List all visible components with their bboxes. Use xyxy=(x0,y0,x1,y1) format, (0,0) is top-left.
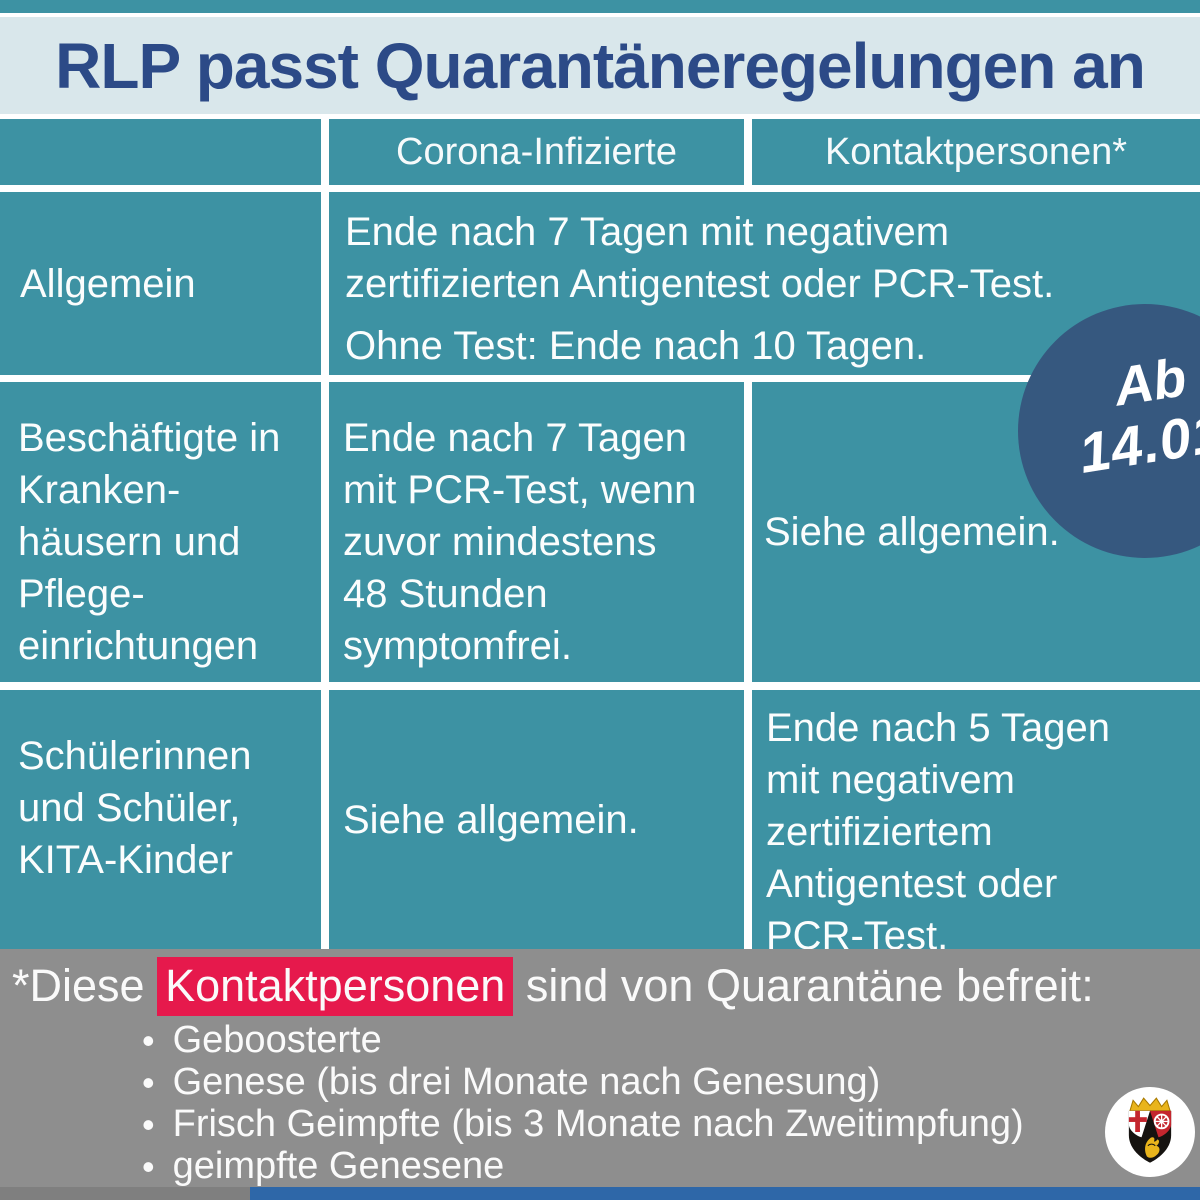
list-item: • Frisch Geimpfte (bis 3 Monate nach Zwe… xyxy=(142,1103,1200,1146)
table-header-empty xyxy=(0,119,321,185)
contact-persons-highlight: Kontaktpersonen xyxy=(157,957,514,1016)
list-item-text: Frisch Geimpfte (bis 3 Monate nach Zweit… xyxy=(172,1103,1024,1145)
rlp-logo xyxy=(1105,1087,1195,1177)
rlp-coat-of-arms-icon xyxy=(1128,1097,1172,1163)
column-header-label: Corona-Infizierte xyxy=(396,130,677,173)
bullet-icon: • xyxy=(142,1019,155,1061)
rule-with-test: Ende nach 7 Tagen mit negativem zertifiz… xyxy=(345,210,1055,306)
row-label: Beschäftigte in Kranken- häusern und Pfl… xyxy=(18,416,281,668)
rule-without-test: Ohne Test: Ende nach 10 Tagen. xyxy=(345,324,927,368)
row-label: Schülerinnen und Schüler, KITA-Kinder xyxy=(18,734,252,882)
page-title: RLP passt Quarantäneregelungen an xyxy=(55,29,1146,102)
list-item-text: geimpfte Genesene xyxy=(172,1145,505,1187)
footnote-suffix: sind von Quarantäne befreit: xyxy=(513,960,1094,1011)
footnote-prefix: *Diese xyxy=(12,960,158,1011)
rule-text: Ende nach 5 Tagen mit negativem zertifiz… xyxy=(766,706,1111,958)
footnote-section: *Diese Kontaktpersonen sind von Quarantä… xyxy=(0,949,1200,1200)
list-item: • geimpfte Genesene xyxy=(142,1145,1200,1188)
row-general-label-cell: Allgemein xyxy=(0,192,321,375)
table-header-corona-infizierte: Corona-Infizierte xyxy=(329,119,744,185)
rule-text: Siehe allgemein. xyxy=(343,797,639,842)
top-accent-bar xyxy=(0,0,1200,13)
row-students-infected-cell: Siehe allgemein. xyxy=(329,690,744,949)
column-header-label: Kontaktpersonen* xyxy=(824,130,1128,173)
row-healthcare-infected-cell: Ende nach 7 Tagen mit PCR-Test, wenn zuv… xyxy=(329,382,744,682)
footnote-heading: *Diese Kontaktpersonen sind von Quarantä… xyxy=(12,957,1200,1016)
row-general-rule-cell: Ende nach 7 Tagen mit negativem zertifiz… xyxy=(329,192,1200,375)
bullet-icon: • xyxy=(142,1145,155,1187)
rule-text: Siehe allgemein. xyxy=(764,510,1060,554)
bottom-blue-strip xyxy=(250,1187,1200,1200)
list-item: • Geboosterte xyxy=(142,1019,1200,1062)
bullet-icon: • xyxy=(142,1103,155,1145)
row-students-contacts-cell: Ende nach 5 Tagen mit negativem zertifiz… xyxy=(752,690,1200,958)
list-item-text: Geboosterte xyxy=(172,1019,382,1061)
table-header-kontaktpersonen: Kontaktpersonen* xyxy=(752,119,1200,185)
rule-text: Ende nach 7 Tagen mit PCR-Test, wenn zuv… xyxy=(343,416,697,668)
list-item: • Genese (bis drei Monate nach Genesung) xyxy=(142,1061,1200,1104)
effective-date-text: Ab 14.01. xyxy=(1032,337,1200,490)
bullet-icon: • xyxy=(142,1061,155,1103)
row-healthcare-label-cell: Beschäftigte in Kranken- häusern und Pfl… xyxy=(0,382,321,682)
row-students-label-cell: Schülerinnen und Schüler, KITA-Kinder xyxy=(0,690,321,949)
title-band: RLP passt Quarantäneregelungen an xyxy=(0,17,1200,114)
row-label: Allgemein xyxy=(20,261,196,306)
list-item-text: Genese (bis drei Monate nach Genesung) xyxy=(172,1061,881,1103)
exemption-list: • Geboosterte • Genese (bis drei Monate … xyxy=(0,1019,1200,1188)
